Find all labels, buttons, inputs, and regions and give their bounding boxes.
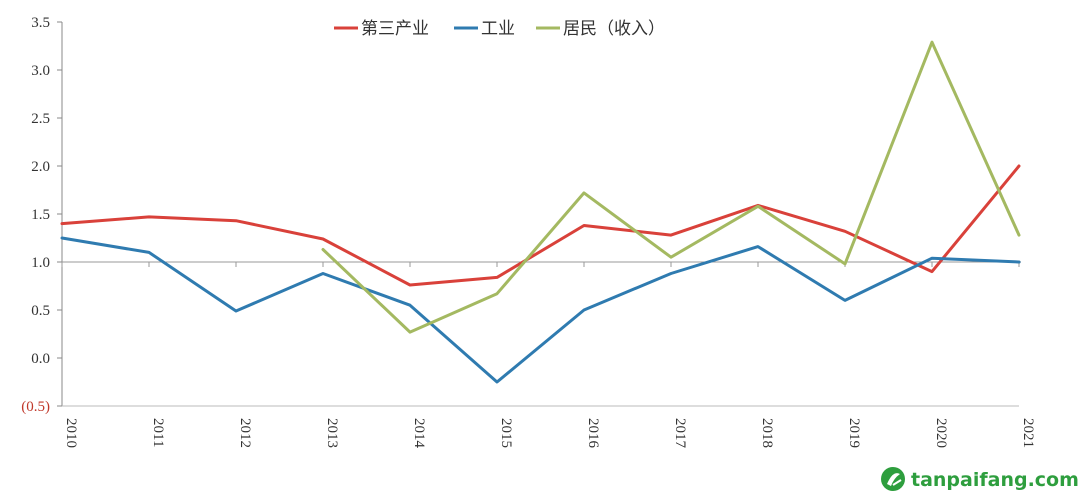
watermark: tanpaifang.com: [881, 467, 1079, 491]
y-tick-label: 0.0: [31, 351, 50, 367]
series-line-3: [321, 40, 1021, 334]
y-tick-label: 2.0: [31, 159, 50, 175]
y-tick-label: 0.5: [31, 303, 50, 319]
y-tick-label: 2.5: [31, 111, 50, 127]
y-tick-label: 3.5: [31, 15, 50, 31]
y-tick-label: 1.0: [31, 255, 50, 271]
x-tick-label: 2020: [933, 418, 949, 448]
y-axis: 3.5 3.0 2.5 2.0 1.5 1.0 0.5 0.0 (0.5): [21, 15, 63, 415]
watermark-text: tanpaifang.com: [911, 469, 1079, 491]
x-tick-label: 2010: [63, 418, 79, 448]
series-line-1: [60, 164, 1021, 287]
series-line-2: [60, 236, 1021, 384]
legend-label-1: 第三产业: [361, 19, 429, 39]
reference-line-group: [61, 261, 1021, 267]
x-tick-label: 2021: [1020, 418, 1036, 448]
x-tick-label: 2017: [672, 418, 688, 449]
legend-label-3: 居民（收入）: [563, 19, 665, 39]
legend-label-2: 工业: [481, 19, 515, 39]
x-tick-label: 2015: [498, 418, 514, 448]
y-tick-label: 3.0: [31, 63, 50, 79]
x-tick-label: 2011: [150, 418, 166, 447]
x-tick-label: 2012: [237, 418, 253, 448]
legend: 第三产业 工业 居民（收入）: [334, 19, 665, 39]
x-tick-label: 2016: [585, 418, 601, 449]
x-tick-label: 2013: [324, 418, 340, 448]
x-tick-label: 2018: [759, 418, 775, 448]
x-tick-label: 2014: [411, 418, 427, 449]
y-tick-label: 1.5: [31, 207, 50, 223]
tanpaifang-logo-icon: [881, 467, 905, 491]
x-tick-label: 2019: [846, 418, 862, 448]
y-tick-label: (0.5): [21, 399, 50, 415]
series-lines: [60, 40, 1021, 384]
x-axis: 2010 2011 2012 2013 2014 2015 2016 2017 2018 2019…: [62, 405, 1036, 449]
